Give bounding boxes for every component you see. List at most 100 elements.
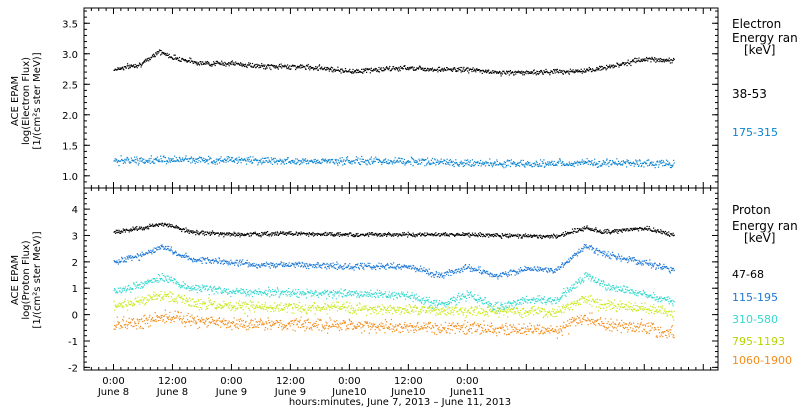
data-point [527,71,529,73]
data-point [587,163,589,165]
data-point [195,158,197,160]
data-point [344,70,346,72]
data-point [366,164,368,166]
data-point [326,291,328,293]
data-point [189,57,191,59]
data-point [499,235,501,238]
data-point [358,267,360,269]
data-point [632,162,634,164]
data-point [248,158,250,161]
data-point [213,160,215,162]
data-point [116,69,118,71]
data-point [270,265,272,267]
data-point [588,66,590,69]
data-point [289,295,291,297]
data-point [262,65,264,68]
data-point [601,252,603,254]
data-point [317,294,319,296]
data-point [129,257,131,259]
data-point [544,236,547,238]
data-point [163,160,165,163]
data-point [489,302,491,304]
data-point [239,289,241,292]
data-point [218,62,220,64]
data-point [192,159,194,161]
data-point [270,262,272,264]
data-point [261,231,263,234]
data-point [212,288,214,290]
data-point [343,163,345,165]
data-point [146,228,148,230]
data-point [384,292,386,295]
data-point [254,293,256,295]
data-point [269,267,271,269]
data-point [436,272,438,274]
data-point [353,267,355,269]
data-point [200,156,202,158]
data-point [456,70,458,73]
data-point [403,162,405,164]
data-point [466,297,468,299]
data-point [140,253,142,255]
data-point [440,234,442,237]
data-point [316,66,318,68]
data-point [243,263,245,265]
data-point [167,275,169,277]
data-point [225,288,228,290]
data-point [370,156,372,158]
data-point [608,231,610,233]
data-point [177,283,179,285]
data-point [482,161,484,163]
data-point [589,164,591,166]
data-point [482,300,484,302]
data-point [455,269,457,271]
data-point [337,291,339,293]
data-point [304,66,306,68]
data-point [649,161,651,164]
data-point [251,162,253,164]
data-point [569,163,571,165]
data-point [388,67,390,69]
data-point [293,293,295,295]
data-point [301,161,303,163]
data-point [421,233,423,235]
data-point [500,236,502,238]
data-point [463,268,465,270]
data-point [151,253,153,255]
data-point [444,305,446,307]
data-point [544,268,547,270]
data-point [293,265,295,267]
y-tick-label: 1.0 [62,172,78,183]
data-point [440,160,442,162]
data-point [314,161,316,163]
data-point [189,158,191,160]
data-point [227,232,229,234]
data-point [546,235,548,238]
data-point [389,267,391,269]
data-point [138,162,140,164]
data-point [408,69,410,71]
data-point [321,68,323,70]
data-point [337,292,339,294]
data-point [525,72,527,75]
data-point [266,157,268,159]
data-point [467,67,469,69]
data-point [169,160,171,162]
data-point [191,288,194,290]
data-point [654,167,656,169]
data-point [288,233,290,235]
data-point [387,296,389,298]
data-point [144,253,146,255]
data-point [370,293,372,295]
data-point [358,268,361,270]
data-point [555,268,557,270]
data-point [203,258,205,260]
data-point [395,292,397,294]
data-point [177,226,179,228]
data-point [260,158,262,160]
data-point [644,58,646,60]
data-point [230,157,232,159]
data-point [622,228,624,230]
data-point [151,161,154,163]
data-point [475,268,477,270]
